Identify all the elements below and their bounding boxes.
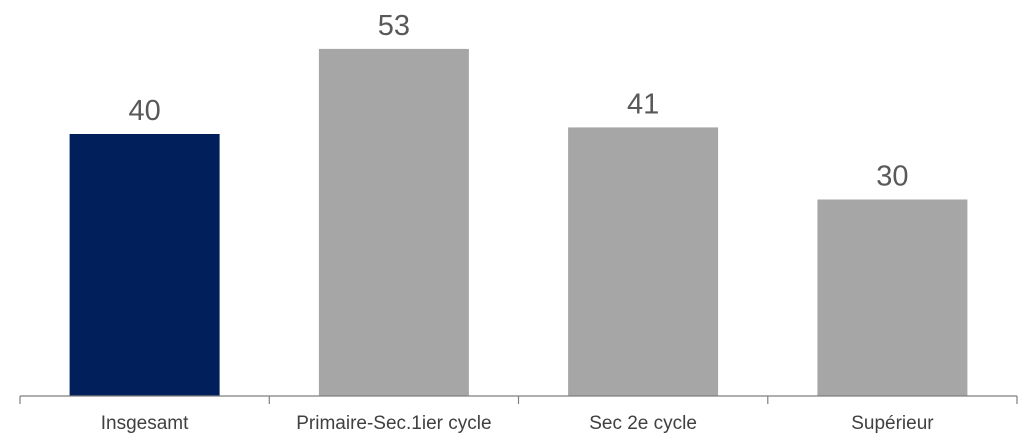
x-tick-label-2: Sec 2e cycle [589,413,697,434]
bar-3 [817,199,968,396]
x-axis: Insgesamt Primaire-Sec.1ier cycle Sec 2e c… [19,395,1018,434]
x-tick-label-0: Insgesamt [101,413,189,434]
bar-2 [568,127,719,397]
bar-0 [69,134,220,396]
data-label-3: 30 [876,161,908,193]
bar-1 [318,48,469,397]
value-labels-layer: 40 53 41 30 [128,10,908,193]
data-label-2: 41 [627,88,659,120]
bars-layer [69,48,968,397]
data-label-1: 53 [378,10,410,42]
x-tick-label-1: Primaire-Sec.1ier cycle [296,413,491,434]
data-label-0: 40 [128,95,160,127]
x-tick-label-3: Supérieur [851,413,934,434]
